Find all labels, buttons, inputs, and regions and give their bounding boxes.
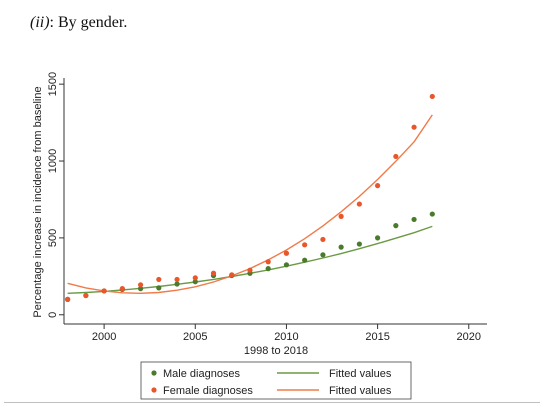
x-tick-label: 2005 xyxy=(183,331,207,343)
male-diagnoses-point xyxy=(302,257,308,263)
legend-marker xyxy=(151,387,157,393)
y-tick-label: 0 xyxy=(47,312,59,318)
legend-box xyxy=(140,361,412,400)
female-diagnoses-point xyxy=(283,250,290,256)
female-diagnoses-point xyxy=(302,242,308,248)
male-diagnoses-point xyxy=(174,281,180,287)
female-diagnoses-point xyxy=(119,286,125,292)
female-diagnoses-point xyxy=(411,124,417,130)
female-diagnoses-point xyxy=(229,272,235,278)
female-diagnoses-point xyxy=(174,276,180,283)
female-diagnoses-point xyxy=(156,276,162,283)
y-tick-label: 500 xyxy=(47,229,59,247)
female-diagnoses-point xyxy=(210,270,217,276)
chart-marks xyxy=(65,93,435,302)
male-diagnoses-point xyxy=(137,286,144,292)
male-diagnoses-point xyxy=(283,262,290,268)
female-diagnoses-point xyxy=(338,213,344,219)
female-diagnoses-point xyxy=(375,183,381,189)
male-diagnoses-point xyxy=(265,266,271,272)
x-tick-label: 2000 xyxy=(92,331,116,343)
male-diagnoses-point xyxy=(338,244,344,250)
female-diagnoses-point xyxy=(265,259,271,265)
male-diagnoses-point xyxy=(320,252,326,258)
legend-label: Female diagnoses xyxy=(163,385,253,397)
bottom-divider xyxy=(4,402,540,403)
x-tick-label: 2020 xyxy=(457,331,481,343)
male-diagnoses-point xyxy=(375,235,381,241)
x-tick-label: 2010 xyxy=(274,331,298,343)
y-axis-label: Percentage increase in incidence from ba… xyxy=(32,86,44,317)
male-diagnoses-point xyxy=(393,223,399,229)
x-axis-label: 1998 to 2018 xyxy=(244,345,308,357)
male-diagnoses-point xyxy=(156,285,162,291)
legend-marker xyxy=(151,370,157,376)
legend-label: Male diagnoses xyxy=(163,368,241,380)
legend: Male diagnoses Fitted values Female diagno… xyxy=(140,361,412,400)
female-diagnoses-point xyxy=(247,267,253,273)
figure-heading: (ii): By gender. xyxy=(30,14,127,32)
legend-label: Fitted values xyxy=(329,385,392,397)
x-tick-label: 2015 xyxy=(365,331,389,343)
male-diagnoses-point xyxy=(356,241,362,247)
legend-label: Fitted values xyxy=(329,368,392,380)
axes: 2000 2005 2010 2015 2020 0 500 1000 1500 xyxy=(47,72,487,343)
female-diagnoses-point xyxy=(83,292,89,299)
male-diagnoses-point xyxy=(192,279,198,285)
female-diagnoses-point xyxy=(192,275,198,281)
female-diagnoses-point xyxy=(320,236,326,243)
male-diagnoses-point xyxy=(429,211,435,217)
male-diagnoses-point xyxy=(411,216,417,223)
panel-label: (ii) xyxy=(30,14,50,31)
fitted-line-2 xyxy=(67,114,433,295)
female-diagnoses-point xyxy=(65,296,71,302)
y-tick-label: 1500 xyxy=(47,72,59,96)
y-tick-label: 1000 xyxy=(47,149,59,173)
female-diagnoses-point xyxy=(356,201,362,207)
female-diagnoses-point xyxy=(393,153,399,160)
female-diagnoses-point xyxy=(429,93,435,100)
female-diagnoses-point xyxy=(101,288,107,294)
female-diagnoses-point xyxy=(137,282,144,288)
panel-title: : By gender. xyxy=(49,14,128,31)
